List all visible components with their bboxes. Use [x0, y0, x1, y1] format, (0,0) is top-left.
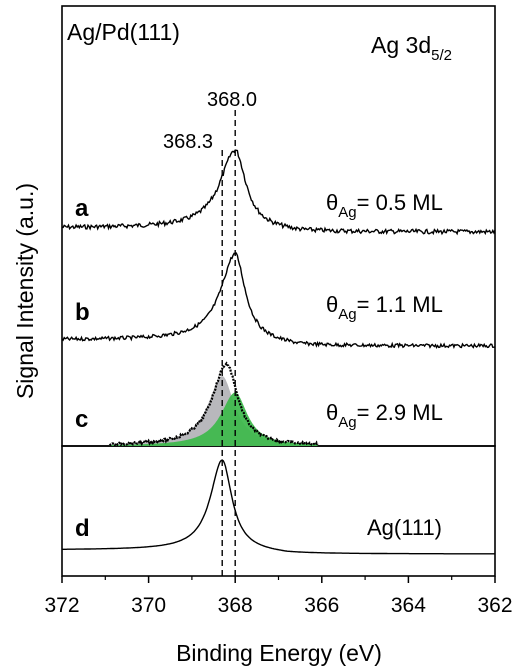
- ag111-label: Ag(111): [367, 515, 442, 540]
- spectra-curves: [61, 149, 496, 555]
- coverage-label-b: θAg= 1.1 ML: [326, 292, 443, 323]
- corner-right-main: Ag 3d: [371, 32, 431, 58]
- x-tick-label: 362: [477, 594, 512, 617]
- panel-letter-a: a: [75, 195, 89, 222]
- x-tick-label: 368: [218, 594, 253, 617]
- coverage-a-value: = 0.5 ML: [357, 190, 443, 215]
- y-axis-title: Signal Intensity (a.u.): [12, 183, 38, 399]
- panel-letter-c: c: [75, 406, 88, 433]
- component-fills: [109, 376, 318, 446]
- coverage-b-theta: θ: [326, 292, 338, 317]
- corner-right-sub: 5/2: [431, 47, 452, 64]
- coverage-label-a: θAg= 0.5 ML: [326, 190, 443, 221]
- reference-lines: [221, 110, 236, 576]
- ref-label-368-0: 368.0: [207, 89, 257, 111]
- coverage-c-value: = 2.9 ML: [357, 400, 443, 425]
- coverage-a-sub: Ag: [338, 204, 356, 221]
- x-axis-title: Binding Energy (eV): [176, 640, 382, 666]
- corner-left-label: Ag/Pd(111): [67, 19, 180, 45]
- x-tick-label: 370: [131, 594, 166, 617]
- coverage-b-value: = 1.1 ML: [357, 292, 443, 317]
- spectrum-line-a: [61, 149, 496, 236]
- x-tick-label: 372: [44, 594, 79, 617]
- corner-right-label: Ag 3d5/2: [371, 32, 452, 64]
- coverage-b-sub: Ag: [338, 306, 356, 323]
- coverage-label-c: θAg= 2.9 ML: [326, 400, 443, 431]
- spectrum-line-c: [108, 361, 319, 447]
- ref-label-368-3: 368.3: [163, 131, 213, 153]
- coverage-a-theta: θ: [326, 190, 338, 215]
- panel-letter-b: b: [75, 299, 90, 326]
- spectrum-line-d: [62, 459, 495, 555]
- x-tick-label: 364: [391, 594, 426, 617]
- component-fill: [109, 392, 318, 446]
- x-axis-ticks: 372 370 368 366 364 362: [44, 576, 513, 617]
- coverage-c-theta: θ: [326, 400, 338, 425]
- plot-frame-bottom: [61, 445, 496, 577]
- panel-letter-d: d: [75, 515, 90, 542]
- spectrum-line-b: [61, 252, 496, 349]
- coverage-c-sub: Ag: [338, 414, 356, 431]
- x-tick-label: 366: [304, 594, 339, 617]
- component-fill: [109, 376, 318, 446]
